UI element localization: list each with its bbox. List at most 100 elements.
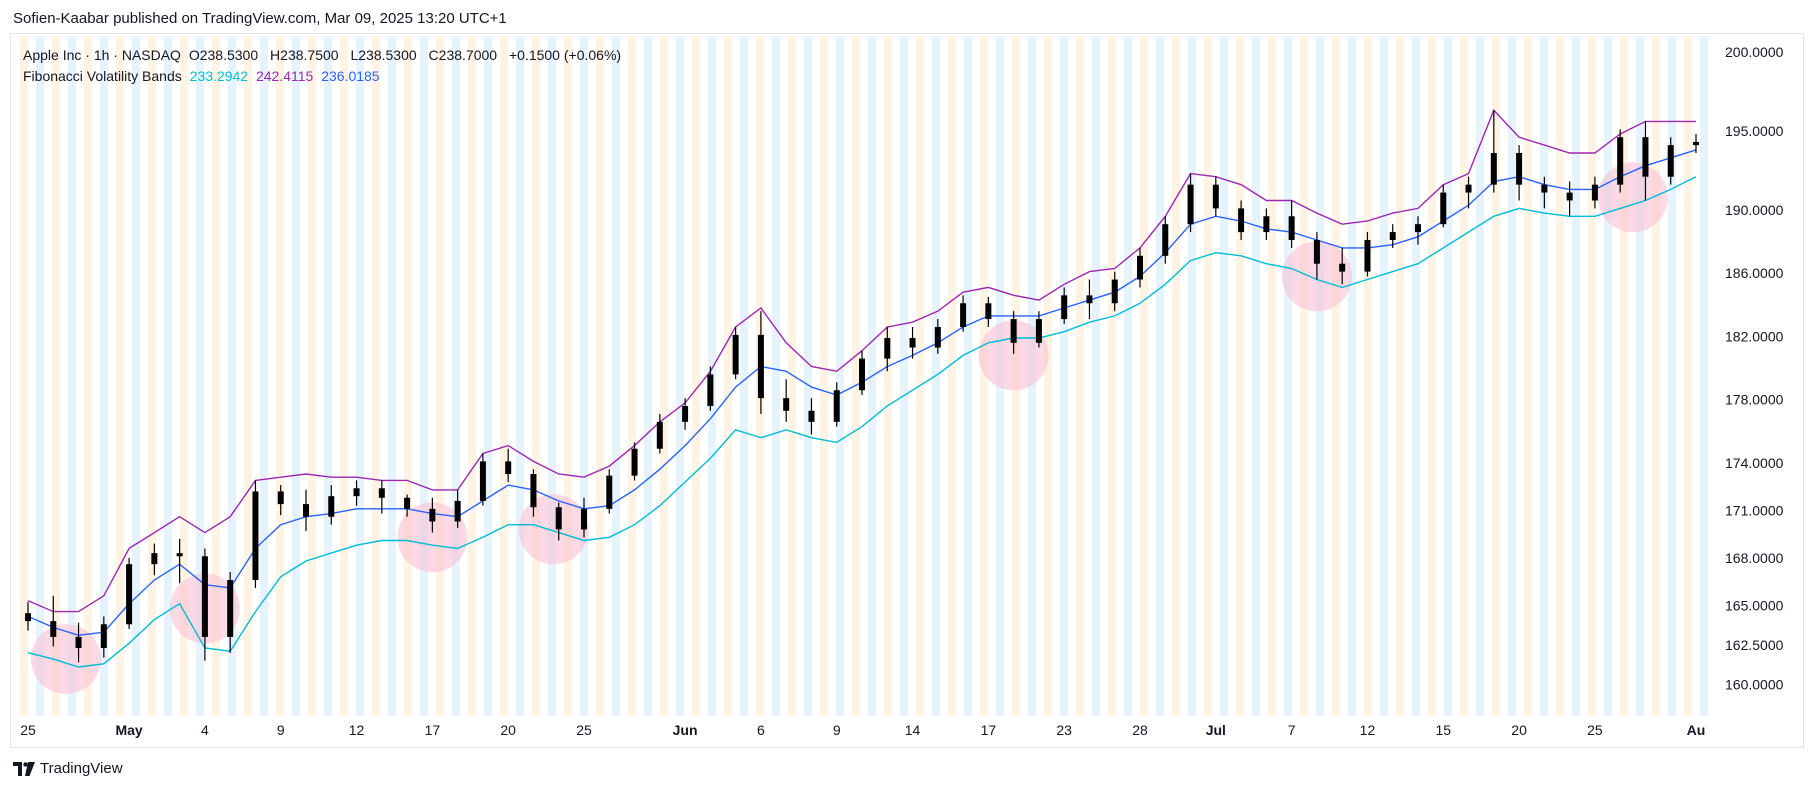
indicator-name[interactable]: Fibonacci Volatility Bands [23,68,182,84]
session-stripe [1300,36,1308,716]
session-stripe [884,36,892,716]
close-label: C [428,47,439,63]
upper-band-value: 242.4115 [255,68,314,84]
x-tick-label: Jul [1206,722,1226,738]
indicator-legend-row[interactable]: Fibonacci Volatility Bands 233.2942 242.… [23,66,625,87]
session-stripe [852,36,860,716]
mid-band-value: 236.0185 [321,68,380,84]
session-stripe [1092,36,1100,716]
x-tick-label: 20 [500,722,516,738]
candle-body [227,580,234,637]
candle-body [328,496,335,517]
session-stripe [900,36,908,716]
candle-body [555,507,562,530]
session-stripe [1076,36,1084,716]
y-tick-label: 178.0000 [1725,392,1784,408]
candle-body [1364,240,1371,272]
session-stripe [644,36,652,716]
session-stripe [84,36,92,716]
session-stripe [964,36,972,716]
session-stripe [228,36,236,716]
highlight-circle [397,502,468,573]
candle-body [378,488,385,498]
chart-legend: Apple Inc · 1h · NASDAQ O238.5300 H238.7… [23,45,625,87]
tradingview-footer[interactable]: TradingView [13,760,123,777]
session-stripe [516,36,524,716]
candle-body [429,508,436,522]
y-tick-label: 182.0000 [1725,329,1784,345]
symbol-title[interactable]: Apple Inc · 1h · NASDAQ [23,47,181,63]
candle-body [100,624,107,648]
x-tick-label: 17 [981,722,997,738]
y-tick-label: 168.0000 [1725,550,1784,566]
x-tick-label: 7 [1288,722,1296,738]
candle-body [884,338,891,359]
session-stripe [628,36,636,716]
candle-body [581,508,587,530]
x-tick-label: 9 [277,722,285,738]
candle-body [631,448,638,476]
candle-body [934,326,941,348]
session-stripe [820,36,828,716]
session-stripe [1140,36,1148,716]
session-stripe [1412,36,1420,716]
candle-body [75,636,82,648]
candle-body [530,474,537,508]
x-tick-label: 25 [576,722,592,738]
candle-body [682,406,689,422]
session-stripe [660,36,668,716]
candle-body [606,475,613,509]
candle-body [859,358,865,391]
candle-body [353,488,360,497]
session-stripe [52,36,60,716]
candle-body [783,398,790,411]
candle-body [1086,295,1093,304]
session-stripe [484,36,492,716]
session-stripe [836,36,844,716]
high-label: H [270,47,281,63]
tradingview-brand: TradingView [40,760,123,777]
highlight-circle [518,494,589,565]
x-tick-label: 25 [20,722,36,738]
x-tick-label: 25 [1587,722,1603,738]
session-stripe [1620,36,1628,716]
session-stripe [372,36,380,716]
symbol-legend-row[interactable]: Apple Inc · 1h · NASDAQ O238.5300 H238.7… [23,45,625,66]
published-caption: Sofien-Kaabar published on TradingView.c… [13,10,507,27]
high-value: 238.7500 [280,47,339,63]
candle-body [1339,263,1346,272]
x-tick-label: 17 [425,722,441,738]
session-stripe [1188,36,1196,716]
session-stripe [452,36,460,716]
session-stripe [564,36,572,716]
session-stripe [1572,36,1580,716]
y-tick-label: 162.5000 [1725,637,1784,653]
candle-body [1693,141,1699,146]
session-stripe [612,36,620,716]
candle-body [1490,153,1497,185]
candle-body [732,334,739,375]
candle-body [707,374,714,407]
lower-band-value: 233.2942 [189,68,249,84]
open-value: 238.5300 [199,47,259,63]
session-stripe [68,36,76,716]
x-tick-label: Au [1687,722,1706,738]
session-stripe [1284,36,1292,716]
session-stripe [1044,36,1052,716]
session-stripe [1108,36,1116,716]
session-stripe [388,36,396,716]
highlight-circle [1597,162,1668,233]
candle-body [404,497,411,509]
y-tick-label: 165.0000 [1725,597,1784,613]
candle-body [1667,145,1674,177]
session-stripe [308,36,316,716]
candle-body [151,553,158,565]
candle-body [757,334,764,399]
candle-body [985,303,992,320]
close-value: 238.7000 [438,47,498,63]
session-stripe [1668,36,1676,716]
session-stripe [324,36,332,716]
chart-panel[interactable] [10,33,1804,748]
session-stripe [724,36,732,716]
